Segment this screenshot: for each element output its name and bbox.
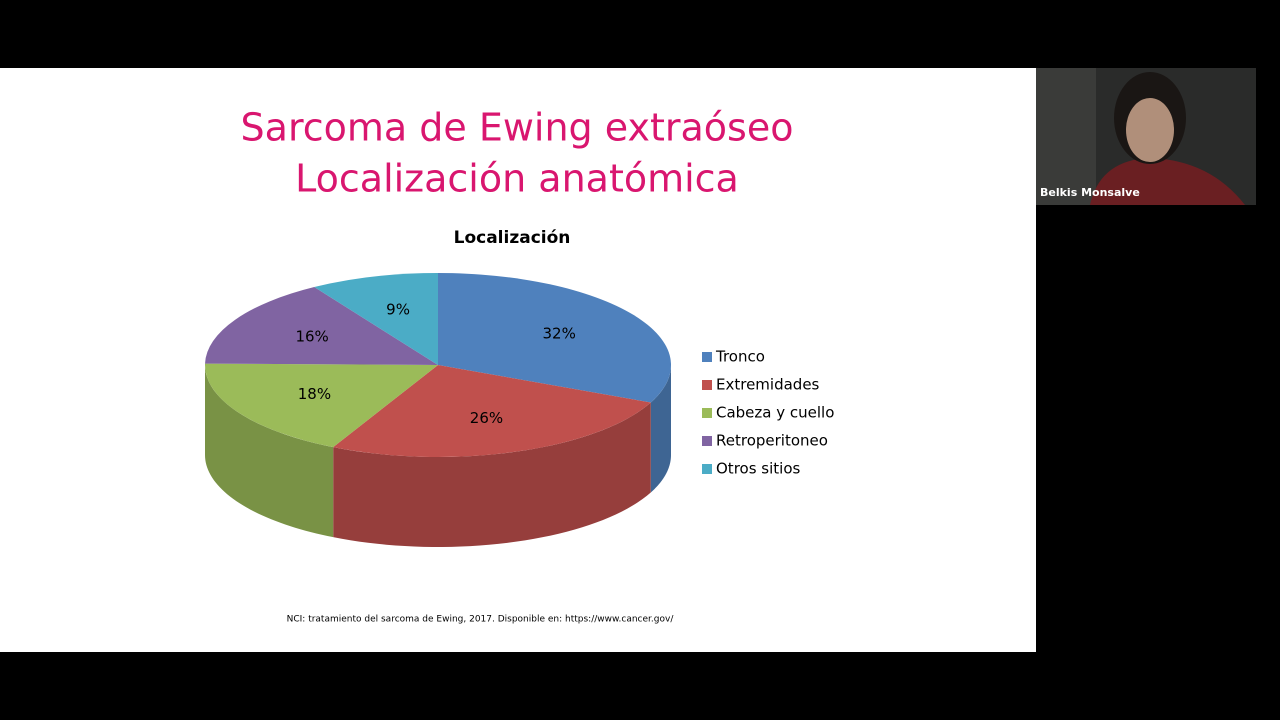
slice xyxy=(205,287,438,365)
legend-label: Otros sitios xyxy=(716,460,800,478)
webcam-tile: Belkis Monsalve xyxy=(1036,68,1256,205)
slice xyxy=(333,365,651,457)
slice xyxy=(205,363,438,448)
slice xyxy=(438,273,671,403)
data-label: 16% xyxy=(295,327,328,345)
slice xyxy=(314,273,438,365)
data-label: 18% xyxy=(298,385,331,403)
legend-swatch xyxy=(702,464,712,474)
legend-label: Retroperitoneo xyxy=(716,432,828,450)
slide-title: Sarcoma de Ewing extraóseo xyxy=(241,106,794,150)
slice-side xyxy=(333,402,651,547)
legend-label: Tronco xyxy=(715,348,765,366)
chart-title: Localización xyxy=(454,228,571,248)
data-label: 9% xyxy=(386,301,410,319)
participant-name: Belkis Monsalve xyxy=(1040,186,1140,199)
person-body xyxy=(1090,158,1245,205)
legend-label: Extremidades xyxy=(716,376,820,394)
legend-swatch xyxy=(702,408,712,418)
data-label: 26% xyxy=(470,409,503,427)
legend-swatch xyxy=(702,352,712,362)
slide-title: Localización anatómica xyxy=(295,157,739,201)
legend-swatch xyxy=(702,436,712,446)
webcam-wall xyxy=(1036,68,1096,205)
person-face xyxy=(1126,98,1174,162)
slice-side xyxy=(650,365,671,493)
citation: NCI: tratamiento del sarcoma de Ewing, 2… xyxy=(287,615,675,625)
legend-swatch xyxy=(702,380,712,390)
legend-label: Cabeza y cuello xyxy=(716,404,834,422)
data-label: 32% xyxy=(543,324,576,342)
slice-side xyxy=(205,365,334,538)
